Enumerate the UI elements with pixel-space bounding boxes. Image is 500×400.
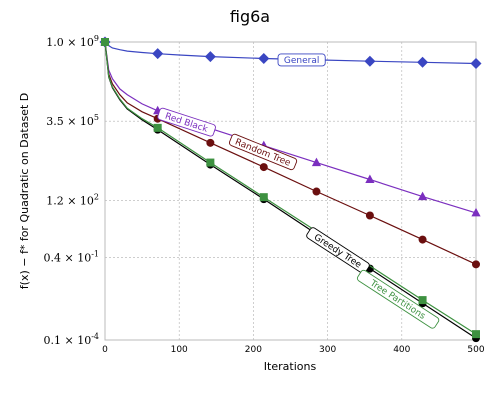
data-point-random-tree [418, 235, 427, 244]
data-point-general [152, 48, 164, 60]
annotation-greedy-tree: Greedy Tree [306, 227, 370, 274]
series-general [99, 36, 482, 70]
series-random-tree [101, 38, 480, 269]
y-tick-label: 0.1 × 10-4 [44, 332, 100, 347]
series-line-random-tree [104, 41, 477, 265]
data-point-random-tree [206, 138, 215, 147]
x-axis-ticks: 0 100 200 300 400 500 [102, 345, 485, 355]
plot-frame [104, 41, 477, 341]
data-point-tree-partitions [101, 38, 109, 46]
x-tick-label: 0 [102, 345, 108, 355]
data-point-red-black [311, 157, 322, 167]
chart-title: fig6a [230, 7, 270, 26]
data-point-random-tree [472, 260, 480, 269]
data-point-general [204, 51, 216, 63]
y-axis-label: f(x) − f* for Quadratic on Dataset D [18, 93, 31, 289]
y-tick-label: 0.4 × 10-1 [44, 249, 100, 264]
x-tick-label: 400 [393, 345, 410, 355]
data-point-general [364, 55, 376, 67]
data-point-tree-partitions [472, 330, 480, 339]
data-point-random-tree [312, 187, 321, 196]
series-tree-partitions [101, 38, 480, 339]
data-point-general [258, 53, 270, 65]
grid [105, 42, 476, 340]
data-point-tree-partitions [153, 123, 162, 132]
data-point-red-black [417, 191, 428, 201]
data-point-red-black [365, 174, 375, 184]
data-point-red-black [471, 207, 481, 217]
y-axis-ticks: 0.1 × 10-4 0.4 × 10-1 1.2 × 102 3.5 × 105 1.… [44, 34, 100, 347]
x-tick-label: 500 [467, 345, 484, 355]
x-axis-label: Iterations [264, 360, 317, 373]
annotation-box [306, 227, 370, 274]
x-tick-label: 100 [171, 345, 188, 355]
annotation-box [228, 133, 298, 171]
series-layer [99, 36, 482, 343]
x-tick-label: 200 [245, 345, 262, 355]
series-line-general [104, 41, 477, 65]
annotation-general: General [277, 53, 326, 67]
annotation-label: General [284, 56, 319, 66]
annotation-box [157, 107, 216, 137]
data-point-tree-partitions [418, 296, 427, 305]
series-line-greedy-tree [104, 41, 477, 339]
annotation-box [277, 53, 326, 67]
x-tick-label: 300 [319, 345, 336, 355]
annotation-label: Greedy Tree [312, 233, 363, 271]
annotation-tree-partitions: Tree Partitions [356, 269, 440, 329]
annotation-box [356, 269, 440, 329]
y-tick-label: 1.0 × 109 [46, 34, 99, 49]
data-point-random-tree [259, 163, 268, 172]
y-tick-label: 1.2 × 102 [46, 193, 99, 208]
data-point-random-tree [365, 211, 374, 220]
series-line-tree-partitions [104, 41, 477, 335]
data-point-tree-partitions [206, 158, 215, 167]
data-point-tree-partitions [259, 193, 268, 202]
data-point-general [417, 56, 429, 68]
data-point-general [470, 58, 482, 70]
y-tick-label: 3.5 × 105 [46, 113, 99, 128]
